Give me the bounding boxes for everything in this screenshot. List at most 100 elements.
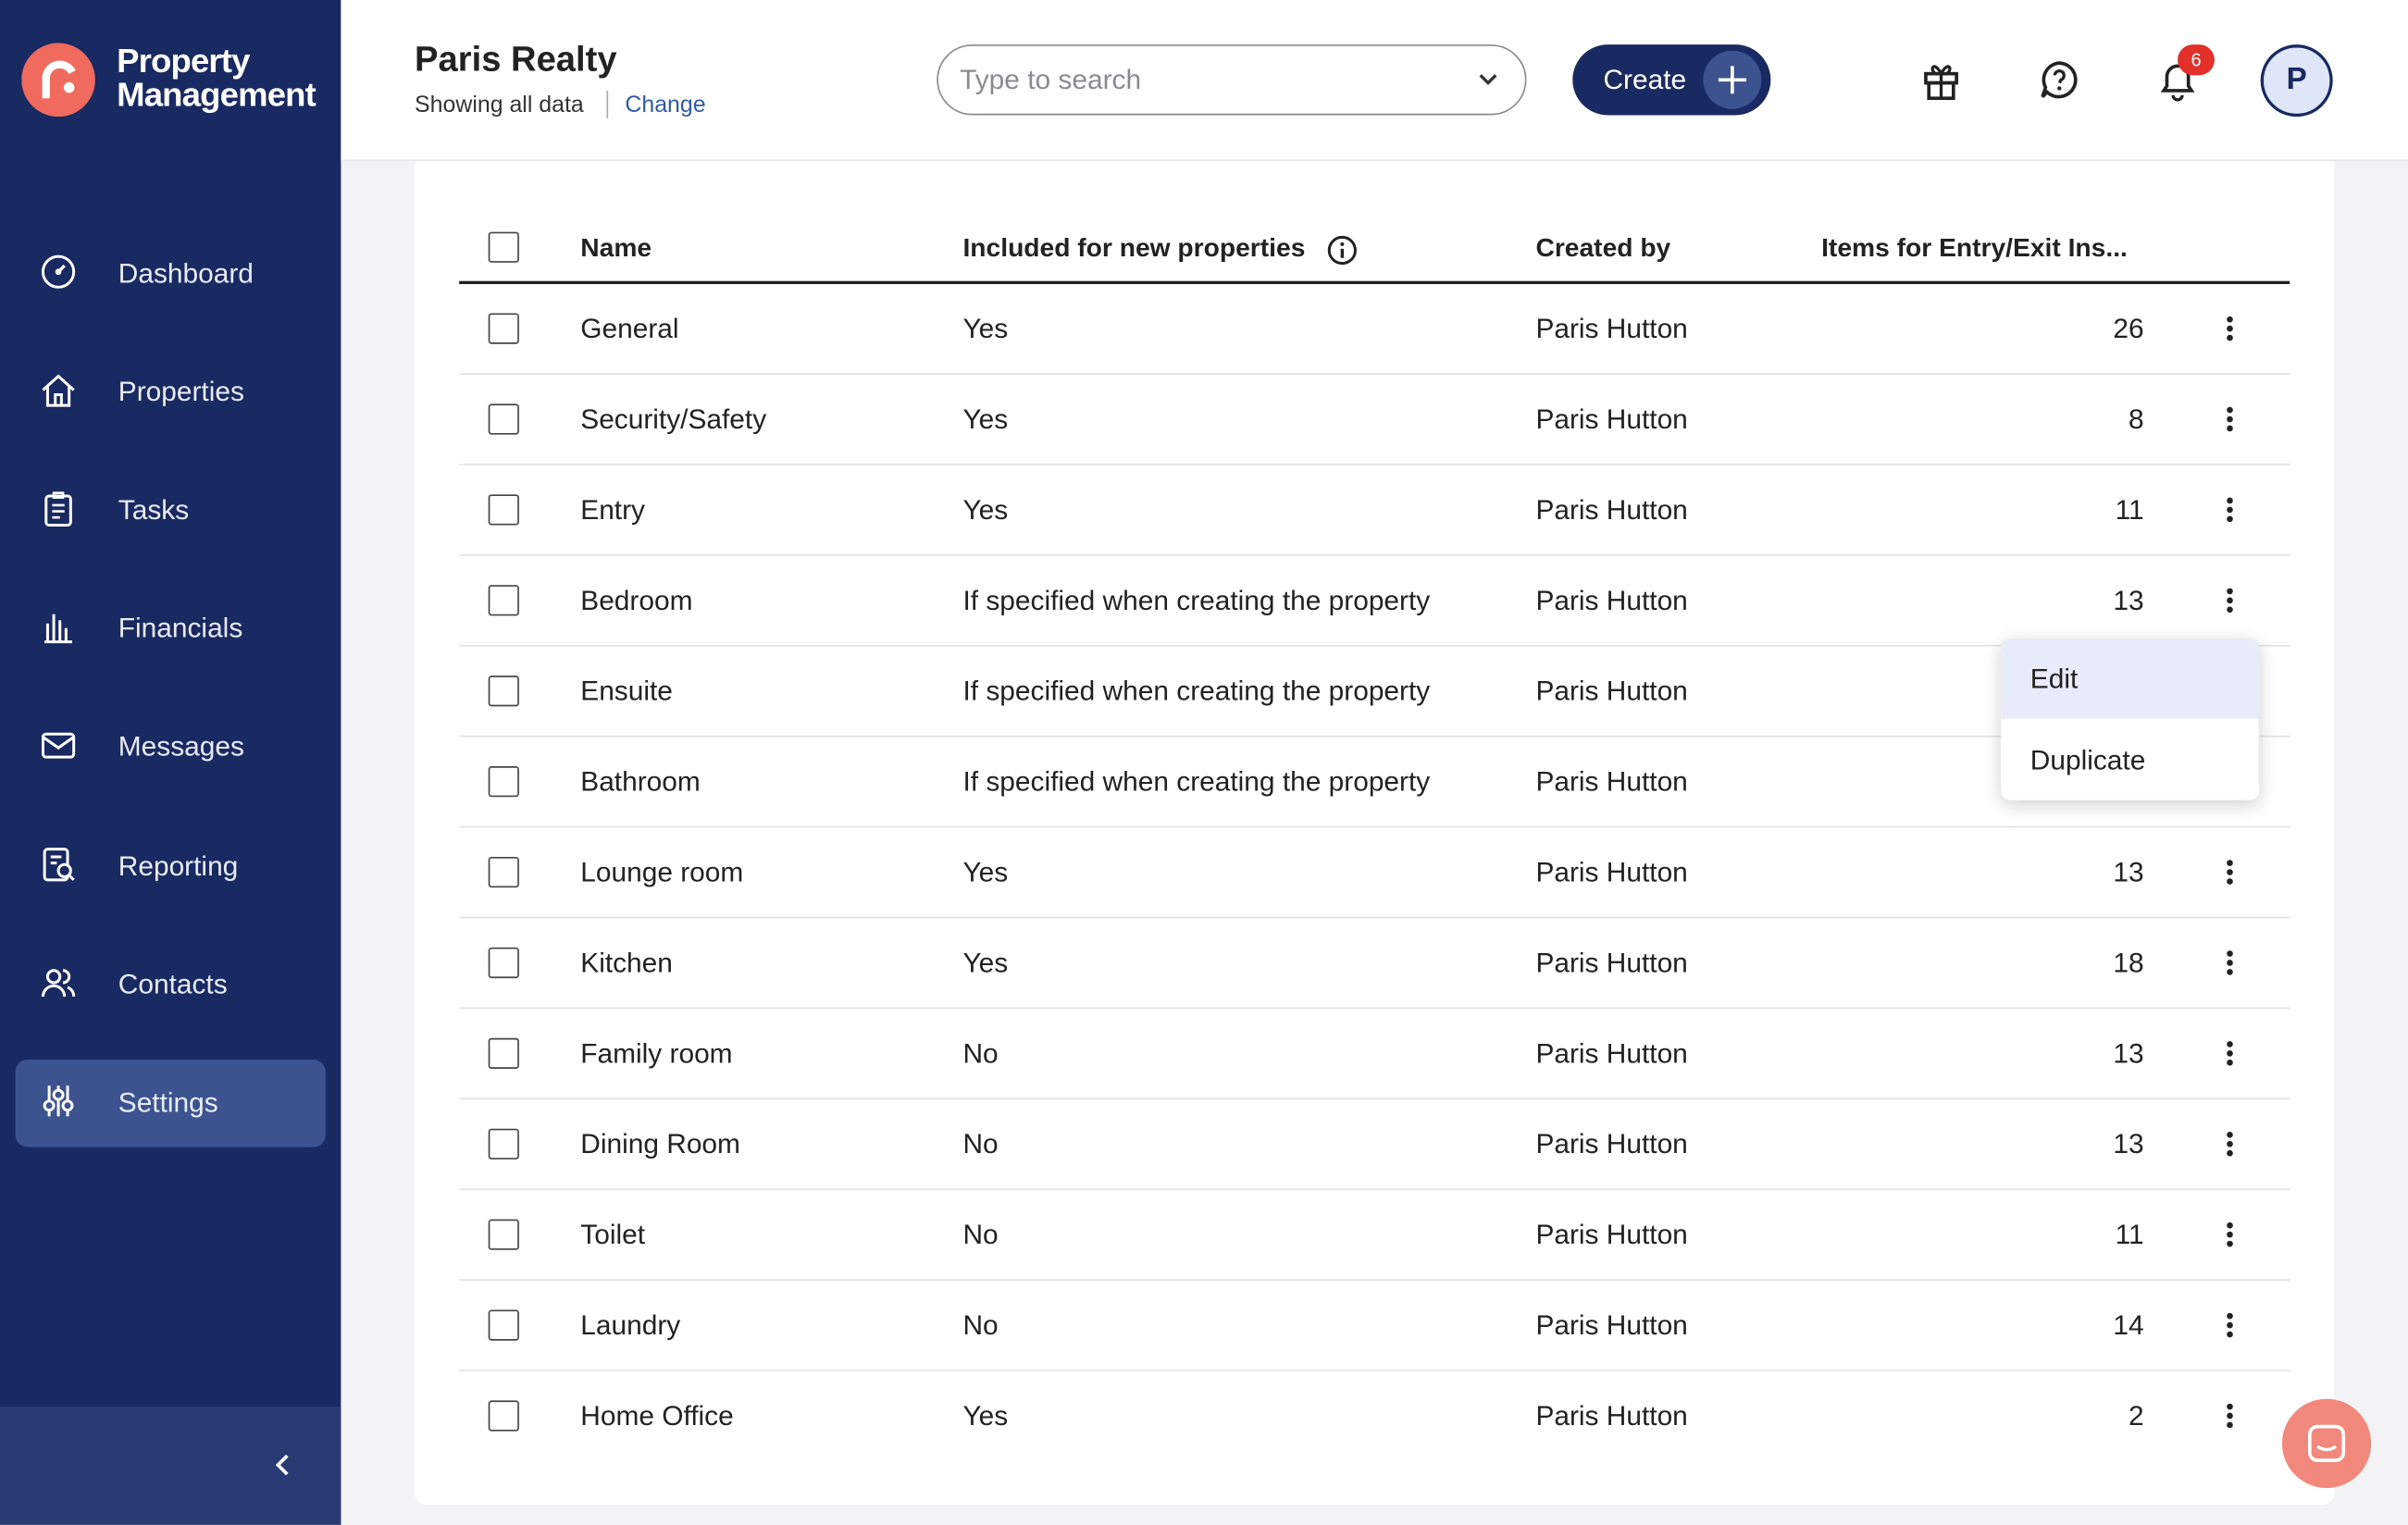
- cell-count: 8: [2128, 403, 2144, 435]
- search-chevron[interactable]: [1477, 69, 1498, 91]
- column-header[interactable]: Included for new properties: [962, 233, 1306, 263]
- checkbox[interactable]: [488, 403, 519, 435]
- menu-item[interactable]: Duplicate: [2029, 744, 2146, 776]
- row-menu[interactable]: [2226, 1311, 2235, 1339]
- cell-count: 14: [2113, 1309, 2144, 1341]
- row-divider: [459, 1370, 2290, 1371]
- nav-item[interactable]: Settings: [118, 1086, 218, 1118]
- nav-icon[interactable]: [40, 372, 77, 409]
- nav-item[interactable]: Financials: [118, 613, 243, 644]
- checkbox[interactable]: [488, 766, 519, 798]
- nav-icon[interactable]: [40, 609, 77, 646]
- row-divider: [459, 825, 2290, 828]
- row-divider: [459, 644, 2290, 647]
- row-menu[interactable]: [2226, 315, 2235, 342]
- subtitle: Showing all data: [415, 92, 584, 118]
- collapse-icon[interactable]: [270, 1453, 295, 1478]
- row-menu[interactable]: [2226, 859, 2235, 886]
- create-plus[interactable]: [1703, 50, 1762, 109]
- cell: Bathroom: [580, 766, 701, 798]
- brand-line: Management: [117, 75, 317, 114]
- row-divider: [459, 1097, 2290, 1100]
- gift-icon[interactable]: [1919, 58, 1962, 101]
- checkbox[interactable]: [488, 1128, 519, 1159]
- cell-count: 13: [2113, 1037, 2144, 1069]
- row-menu[interactable]: [2226, 496, 2235, 524]
- cell: Paris Hutton: [1535, 585, 1688, 616]
- cell: Paris Hutton: [1535, 1037, 1688, 1069]
- cell-count: 2: [2128, 1400, 2144, 1432]
- menu-item[interactable]: Edit: [2029, 663, 2079, 695]
- nav-item[interactable]: Dashboard: [118, 257, 254, 289]
- cell: No: [962, 1219, 999, 1250]
- cell: Home Office: [580, 1400, 734, 1432]
- nav-icon[interactable]: [40, 254, 77, 291]
- nav-icon[interactable]: [40, 963, 77, 1000]
- search-box[interactable]: [937, 44, 1527, 116]
- checkbox[interactable]: [488, 1219, 519, 1250]
- checkbox[interactable]: [488, 231, 519, 263]
- sidebar-footer[interactable]: [0, 1407, 341, 1525]
- row-menu[interactable]: [2226, 1039, 2235, 1067]
- checkbox[interactable]: [488, 1400, 519, 1432]
- row-menu[interactable]: [2226, 1130, 2235, 1158]
- checkbox[interactable]: [488, 676, 519, 707]
- cell: Kitchen: [580, 947, 673, 979]
- row-menu[interactable]: [2226, 949, 2235, 977]
- cell: Security/Safety: [580, 403, 767, 435]
- row-divider: [459, 373, 2290, 375]
- nav-icon[interactable]: [40, 727, 77, 764]
- cell: Paris Hutton: [1535, 1309, 1688, 1341]
- chat-bubble[interactable]: [2281, 1398, 2372, 1488]
- checkbox[interactable]: [488, 1037, 519, 1069]
- brand-line: Property: [117, 41, 250, 81]
- cell: Paris Hutton: [1535, 766, 1688, 798]
- row-menu[interactable]: [2226, 1402, 2235, 1430]
- nav-icon[interactable]: [40, 1082, 77, 1119]
- info-icon[interactable]: [1327, 235, 1358, 266]
- cell: Yes: [962, 856, 1009, 888]
- cell: Dining Room: [580, 1128, 740, 1159]
- avatar-letter[interactable]: P: [2286, 63, 2307, 97]
- row-menu[interactable]: [2226, 1221, 2235, 1248]
- menu-highlight[interactable]: [2001, 639, 2260, 719]
- cell: Paris Hutton: [1535, 403, 1688, 435]
- help-icon[interactable]: [2038, 58, 2080, 101]
- checkbox[interactable]: [488, 1309, 519, 1341]
- cell: Paris Hutton: [1535, 856, 1688, 888]
- search-placeholder[interactable]: Type to search: [960, 64, 1142, 95]
- nav-item[interactable]: Tasks: [118, 494, 190, 526]
- nav-item[interactable]: Properties: [118, 376, 244, 407]
- checkbox[interactable]: [488, 585, 519, 616]
- checkbox[interactable]: [488, 856, 519, 888]
- row-menu[interactable]: [2226, 587, 2235, 614]
- cell: If specified when creating the property: [962, 585, 1431, 616]
- nav-item[interactable]: Contacts: [118, 968, 228, 999]
- cell: Lounge room: [580, 856, 744, 888]
- cell: Yes: [962, 313, 1009, 344]
- row-divider: [459, 464, 2290, 465]
- cell: General: [580, 313, 679, 344]
- avatar[interactable]: [2260, 44, 2333, 118]
- row-divider: [459, 916, 2290, 919]
- change-link[interactable]: Change: [625, 92, 706, 118]
- nav-icon[interactable]: [40, 846, 77, 883]
- checkbox[interactable]: [488, 494, 519, 526]
- cell: Paris Hutton: [1535, 676, 1688, 707]
- cell: Yes: [962, 947, 1009, 979]
- column-header[interactable]: Items for Entry/Exit Ins...: [1821, 233, 2128, 263]
- chat-icon[interactable]: [2306, 1423, 2346, 1463]
- checkbox[interactable]: [488, 947, 519, 979]
- company-title: Paris Realty: [415, 38, 617, 79]
- column-header[interactable]: Created by: [1535, 233, 1671, 263]
- cell-count: 18: [2113, 947, 2144, 979]
- badge-count: 6: [2191, 49, 2202, 71]
- nav-item[interactable]: Reporting: [118, 849, 239, 881]
- create-label[interactable]: Create: [1603, 64, 1687, 95]
- nav-icon[interactable]: [40, 490, 77, 527]
- checkbox[interactable]: [488, 313, 519, 344]
- nav-item[interactable]: Messages: [118, 731, 244, 762]
- row-menu[interactable]: [2226, 405, 2235, 433]
- column-header[interactable]: Name: [580, 233, 652, 263]
